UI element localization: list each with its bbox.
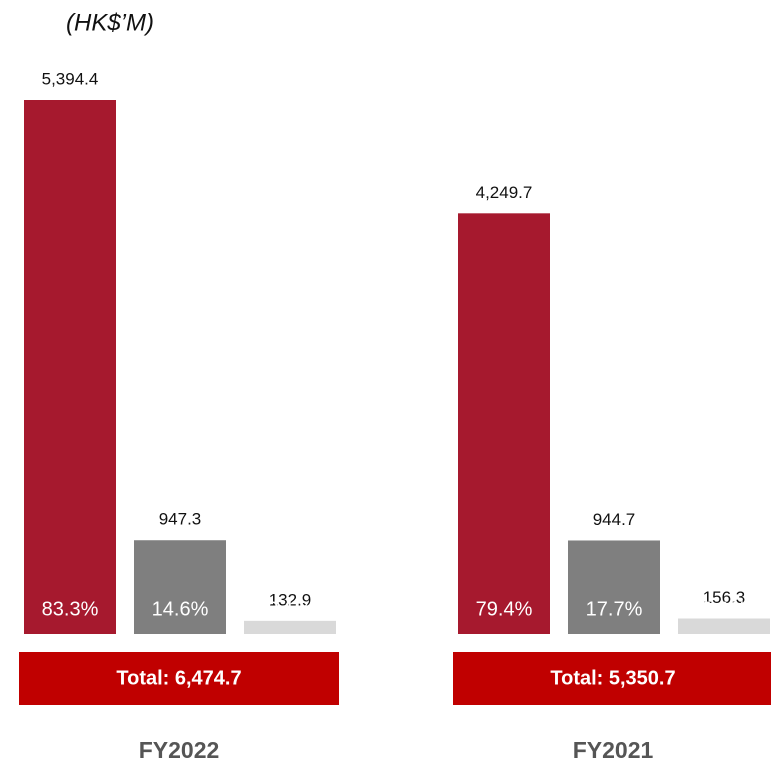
total-label: Total: 5,350.7 [550,667,675,689]
bar [568,540,660,634]
value-label: 947.3 [159,510,202,529]
value-label: 5,394.4 [42,69,99,88]
category-label: FY2022 [139,737,220,763]
share-label: 83.3% [42,598,99,620]
bar [24,100,116,634]
bar [134,540,226,634]
bar [678,618,770,634]
total-box [453,652,771,705]
total-label: Total: 6,474.7 [116,667,241,689]
chart-subtitle: (HK$’M) [66,9,154,36]
share-label: 17.7% [586,598,643,620]
bar [458,213,550,635]
value-label: 132.9 [269,590,312,609]
share-label: 14.6% [152,598,209,620]
share-label: 2.9% [701,598,747,620]
value-label: 4,249.7 [476,183,533,202]
value-label: 156.3 [703,588,746,607]
total-box [19,652,339,705]
share-label: 2.1% [267,598,313,620]
bar [244,620,336,634]
category-label: FY2021 [573,737,654,763]
share-label: 79.4% [476,598,533,620]
value-label: 944.7 [593,510,636,529]
